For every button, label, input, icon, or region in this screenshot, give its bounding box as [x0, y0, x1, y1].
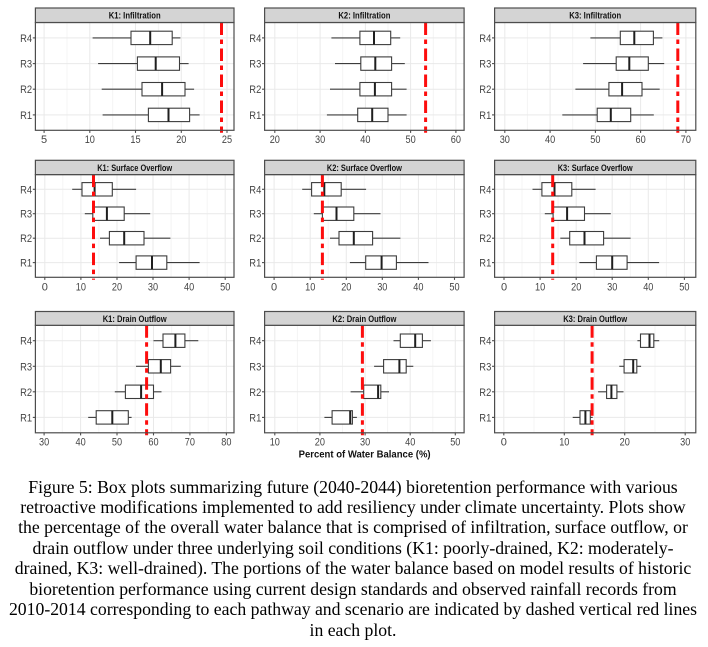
svg-text:40: 40 — [405, 437, 415, 449]
svg-text:K1: Drain Outflow: K1: Drain Outflow — [103, 314, 167, 325]
svg-text:20: 20 — [315, 437, 325, 449]
svg-text:30: 30 — [360, 437, 370, 449]
svg-text:R2: R2 — [249, 233, 261, 245]
svg-text:R1: R1 — [479, 258, 491, 270]
svg-text:K3: Surface Overflow: K3: Surface Overflow — [558, 163, 633, 174]
svg-text:R4: R4 — [479, 33, 491, 45]
svg-text:R2: R2 — [249, 387, 261, 399]
svg-text:R2: R2 — [20, 233, 32, 245]
svg-text:R4: R4 — [249, 184, 261, 196]
svg-text:50: 50 — [220, 281, 230, 293]
svg-text:K3: Drain Outflow: K3: Drain Outflow — [563, 314, 627, 325]
svg-text:R1: R1 — [249, 412, 261, 424]
svg-text:R4: R4 — [20, 33, 32, 45]
svg-text:20: 20 — [341, 281, 351, 293]
svg-text:R3: R3 — [20, 209, 32, 221]
svg-text:K2: Infiltration: K2: Infiltration — [338, 11, 390, 22]
svg-text:R2: R2 — [479, 84, 491, 96]
svg-text:30: 30 — [39, 437, 49, 449]
svg-text:R1: R1 — [249, 110, 261, 122]
svg-text:40: 40 — [413, 281, 423, 293]
svg-text:50: 50 — [450, 437, 460, 449]
svg-text:50: 50 — [112, 437, 122, 449]
svg-text:R4: R4 — [249, 336, 261, 348]
svg-text:R2: R2 — [20, 84, 32, 96]
svg-text:R4: R4 — [20, 336, 32, 348]
svg-text:R3: R3 — [479, 209, 491, 221]
svg-text:R4: R4 — [20, 184, 32, 196]
svg-text:R3: R3 — [20, 361, 32, 373]
svg-text:R3: R3 — [249, 361, 261, 373]
svg-text:30: 30 — [607, 281, 617, 293]
svg-text:0: 0 — [271, 281, 277, 293]
svg-text:R1: R1 — [20, 412, 32, 424]
svg-text:10: 10 — [270, 437, 280, 449]
svg-text:10: 10 — [85, 134, 95, 146]
svg-text:K2: Surface Overflow: K2: Surface Overflow — [327, 163, 402, 174]
svg-text:5: 5 — [41, 134, 47, 146]
svg-text:50: 50 — [406, 134, 416, 146]
svg-text:0: 0 — [42, 281, 48, 293]
svg-text:25: 25 — [222, 134, 232, 146]
svg-text:K1: Surface Overflow: K1: Surface Overflow — [97, 163, 172, 174]
svg-text:K1: Infiltration: K1: Infiltration — [109, 11, 161, 22]
svg-text:50: 50 — [590, 134, 600, 146]
svg-text:R3: R3 — [479, 361, 491, 373]
svg-text:Percent of Water Balance (%): Percent of Water Balance (%) — [299, 450, 431, 461]
svg-text:15: 15 — [130, 134, 140, 146]
svg-text:60: 60 — [148, 437, 158, 449]
svg-text:K3: Infiltration: K3: Infiltration — [569, 11, 621, 22]
svg-text:40: 40 — [360, 134, 370, 146]
svg-text:R3: R3 — [249, 59, 261, 71]
svg-text:R1: R1 — [20, 110, 32, 122]
svg-text:R1: R1 — [479, 110, 491, 122]
svg-text:R3: R3 — [479, 59, 491, 71]
svg-text:10: 10 — [305, 281, 315, 293]
svg-text:70: 70 — [185, 437, 195, 449]
svg-text:R3: R3 — [249, 209, 261, 221]
svg-text:30: 30 — [500, 134, 510, 146]
svg-text:R1: R1 — [20, 258, 32, 270]
svg-text:40: 40 — [643, 281, 653, 293]
svg-text:50: 50 — [449, 281, 459, 293]
svg-text:10: 10 — [76, 281, 86, 293]
svg-text:10: 10 — [559, 437, 569, 449]
svg-text:80: 80 — [221, 437, 231, 449]
svg-text:20: 20 — [112, 281, 122, 293]
svg-text:0: 0 — [501, 437, 507, 449]
svg-text:10: 10 — [535, 281, 545, 293]
svg-text:70: 70 — [681, 134, 691, 146]
svg-text:R4: R4 — [249, 33, 261, 45]
svg-text:40: 40 — [76, 437, 86, 449]
svg-text:30: 30 — [148, 281, 158, 293]
svg-text:R4: R4 — [479, 184, 491, 196]
svg-text:20: 20 — [270, 134, 280, 146]
svg-text:20: 20 — [571, 281, 581, 293]
svg-text:R1: R1 — [249, 258, 261, 270]
svg-text:0: 0 — [501, 281, 507, 293]
svg-text:20: 20 — [620, 437, 630, 449]
svg-text:60: 60 — [636, 134, 646, 146]
svg-text:R1: R1 — [479, 412, 491, 424]
svg-text:20: 20 — [176, 134, 186, 146]
svg-text:R4: R4 — [479, 336, 491, 348]
svg-text:30: 30 — [680, 437, 690, 449]
svg-text:30: 30 — [315, 134, 325, 146]
svg-text:50: 50 — [679, 281, 689, 293]
svg-text:40: 40 — [545, 134, 555, 146]
svg-text:R2: R2 — [479, 233, 491, 245]
svg-text:R2: R2 — [249, 84, 261, 96]
svg-text:R2: R2 — [20, 387, 32, 399]
svg-text:60: 60 — [451, 134, 461, 146]
svg-text:30: 30 — [377, 281, 387, 293]
svg-text:K2: Drain Outflow: K2: Drain Outflow — [332, 314, 396, 325]
svg-text:40: 40 — [184, 281, 194, 293]
svg-text:R2: R2 — [479, 387, 491, 399]
svg-text:R3: R3 — [20, 59, 32, 71]
